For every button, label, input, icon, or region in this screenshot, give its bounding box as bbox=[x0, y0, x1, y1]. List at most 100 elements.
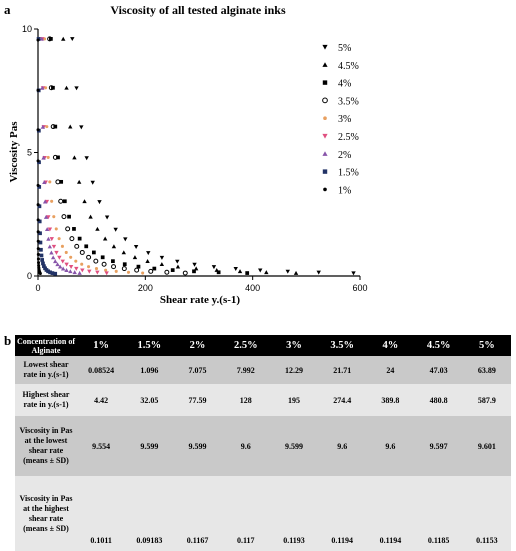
data-point bbox=[49, 250, 54, 255]
table-row: Highest shear rate in y.(s-1) 4.42 32.05… bbox=[15, 384, 511, 416]
data-point bbox=[36, 239, 40, 243]
legend-marker bbox=[322, 62, 328, 67]
legend-label: 5% bbox=[338, 43, 351, 54]
data-point bbox=[95, 226, 100, 231]
data-point bbox=[40, 124, 46, 129]
header-1pct: 1% bbox=[77, 335, 126, 356]
data-point bbox=[87, 265, 91, 269]
data-point bbox=[88, 214, 93, 219]
x-axis-label: Shear rate y.(s-1) bbox=[160, 294, 240, 306]
data-point bbox=[87, 269, 92, 274]
data-point bbox=[104, 215, 110, 220]
data-point bbox=[42, 199, 48, 204]
header-2-5pct: 2.5% bbox=[221, 335, 270, 356]
table-cell: 1.096 bbox=[125, 356, 174, 384]
data-point bbox=[77, 270, 82, 275]
data-point bbox=[122, 262, 127, 267]
data-point bbox=[46, 215, 51, 220]
data-point bbox=[36, 203, 40, 207]
data-point bbox=[40, 258, 45, 262]
y-tick-label: 10 bbox=[22, 24, 32, 34]
data-point bbox=[44, 227, 50, 232]
data-point bbox=[64, 268, 69, 272]
data-point bbox=[159, 255, 165, 260]
data-point bbox=[79, 249, 85, 255]
data-point bbox=[102, 236, 108, 241]
data-point bbox=[55, 262, 60, 267]
chart-title: Viscosity of all tested alginate inks bbox=[110, 3, 286, 17]
data-point bbox=[95, 270, 100, 275]
data-point bbox=[94, 267, 99, 271]
table-cell: 587.9 bbox=[462, 384, 511, 416]
data-point bbox=[47, 36, 53, 42]
data-point bbox=[67, 214, 71, 219]
data-point bbox=[45, 125, 49, 129]
x-tick-label: 600 bbox=[352, 283, 367, 293]
data-point bbox=[37, 263, 41, 268]
data-point bbox=[100, 255, 105, 260]
header-3pct: 3% bbox=[269, 335, 319, 356]
data-point bbox=[74, 259, 78, 263]
data-point bbox=[43, 214, 49, 219]
data-point bbox=[47, 227, 53, 232]
table-cell: 0.117 bbox=[221, 476, 270, 551]
data-point bbox=[60, 244, 64, 248]
table-cell: 0.1193 bbox=[269, 476, 319, 551]
data-point bbox=[68, 269, 73, 274]
table-row: Viscosity in Pas at the lowest shear rat… bbox=[15, 416, 511, 476]
data-point bbox=[69, 255, 73, 259]
table-cell: 9.6 bbox=[318, 416, 367, 476]
data-point bbox=[46, 269, 50, 274]
data-point bbox=[104, 268, 108, 272]
data-point bbox=[136, 264, 141, 269]
data-point bbox=[123, 237, 128, 242]
data-point bbox=[39, 247, 43, 252]
data-point bbox=[134, 267, 140, 273]
data-point bbox=[53, 271, 58, 276]
series-4% bbox=[49, 37, 250, 275]
y-tick-label: 5 bbox=[27, 148, 32, 158]
table-cell: 0.1194 bbox=[366, 476, 415, 551]
data-point bbox=[316, 270, 321, 275]
x-tick-label: 400 bbox=[245, 283, 260, 293]
data-point bbox=[60, 259, 65, 264]
data-point bbox=[121, 266, 127, 272]
data-point bbox=[64, 250, 68, 254]
table-cell: 128 bbox=[221, 384, 270, 416]
data-point bbox=[91, 250, 96, 255]
data-point bbox=[56, 155, 60, 160]
data-point bbox=[36, 247, 40, 251]
data-point bbox=[54, 250, 59, 255]
data-point bbox=[50, 124, 56, 130]
data-point bbox=[36, 218, 40, 222]
table-cell: 4.42 bbox=[77, 384, 126, 416]
data-point bbox=[192, 269, 196, 274]
data-point bbox=[61, 36, 66, 41]
data-point bbox=[76, 179, 82, 184]
data-point bbox=[40, 85, 45, 90]
data-point bbox=[93, 258, 99, 264]
data-point bbox=[41, 261, 45, 266]
table-cell: 9.601 bbox=[462, 416, 511, 476]
data-point bbox=[37, 185, 42, 189]
data-point bbox=[233, 267, 238, 271]
data-point bbox=[145, 259, 150, 263]
legend-label: 1% bbox=[338, 185, 351, 196]
legend-marker bbox=[322, 80, 328, 85]
table-row: Viscosity in Pas at the highest shear ra… bbox=[15, 476, 511, 551]
legend-label: 3% bbox=[338, 114, 351, 125]
data-point bbox=[141, 271, 145, 275]
legend-marker bbox=[322, 44, 328, 50]
data-point bbox=[111, 259, 115, 264]
data-point bbox=[37, 261, 41, 265]
data-point bbox=[48, 270, 52, 275]
data-point bbox=[64, 262, 69, 267]
table-cell: 0.08524 bbox=[77, 356, 126, 384]
data-point bbox=[74, 86, 79, 91]
legend-label: 4.5% bbox=[338, 61, 359, 72]
series-3.5% bbox=[47, 36, 188, 276]
data-point bbox=[104, 271, 109, 276]
data-point bbox=[46, 236, 51, 241]
data-point bbox=[58, 198, 64, 204]
data-point bbox=[44, 86, 48, 90]
